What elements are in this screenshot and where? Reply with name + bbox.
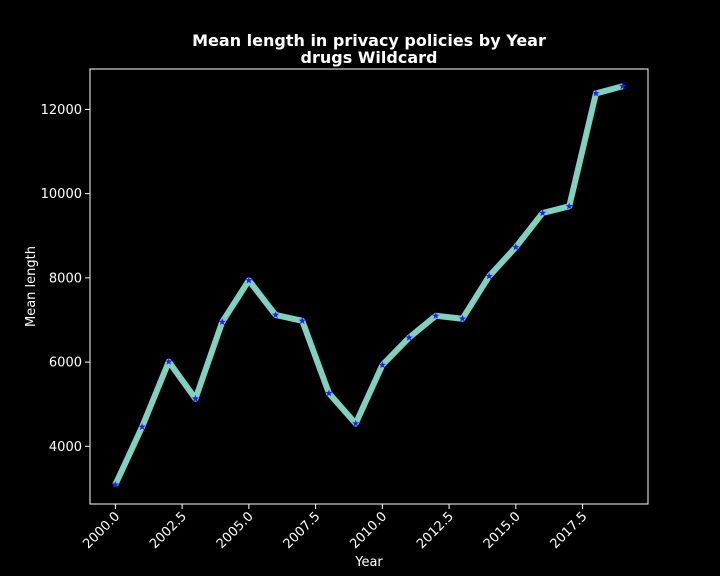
data-point-marker [405, 333, 413, 341]
data-point-marker [378, 361, 386, 369]
chart-subtitle: drugs Wildcard [301, 48, 438, 67]
data-point-marker [298, 317, 306, 324]
data-point-marker [458, 314, 467, 322]
data-point-marker [592, 89, 600, 97]
data-point-marker [138, 423, 146, 431]
data-point-marker [245, 276, 253, 284]
data-point-marker [218, 318, 226, 326]
x-axis-label: Year [354, 555, 383, 570]
data-point-marker [325, 389, 333, 397]
data-point-marker [512, 243, 520, 251]
chart-title: Mean length in privacy policies by Year [192, 31, 546, 50]
data-point-marker [165, 357, 173, 365]
data-point-marker [191, 394, 200, 402]
y-tick-label: 6000 [49, 356, 82, 371]
data-point-marker [111, 480, 119, 488]
data-point-marker [432, 311, 440, 319]
y-axis-label: Mean length [24, 246, 39, 327]
y-tick-label: 10000 [41, 187, 82, 202]
y-tick-label: 8000 [49, 271, 82, 286]
data-point-marker [271, 311, 280, 318]
plot-frame [89, 68, 649, 505]
data-point-marker [565, 202, 573, 210]
data-point-marker [619, 82, 627, 90]
data-point-marker [538, 209, 547, 217]
y-tick-label: 4000 [49, 440, 82, 455]
series-line [112, 83, 624, 486]
data-point-marker [352, 419, 360, 427]
y-tick-label: 12000 [41, 103, 82, 118]
data-point-marker [485, 272, 493, 280]
